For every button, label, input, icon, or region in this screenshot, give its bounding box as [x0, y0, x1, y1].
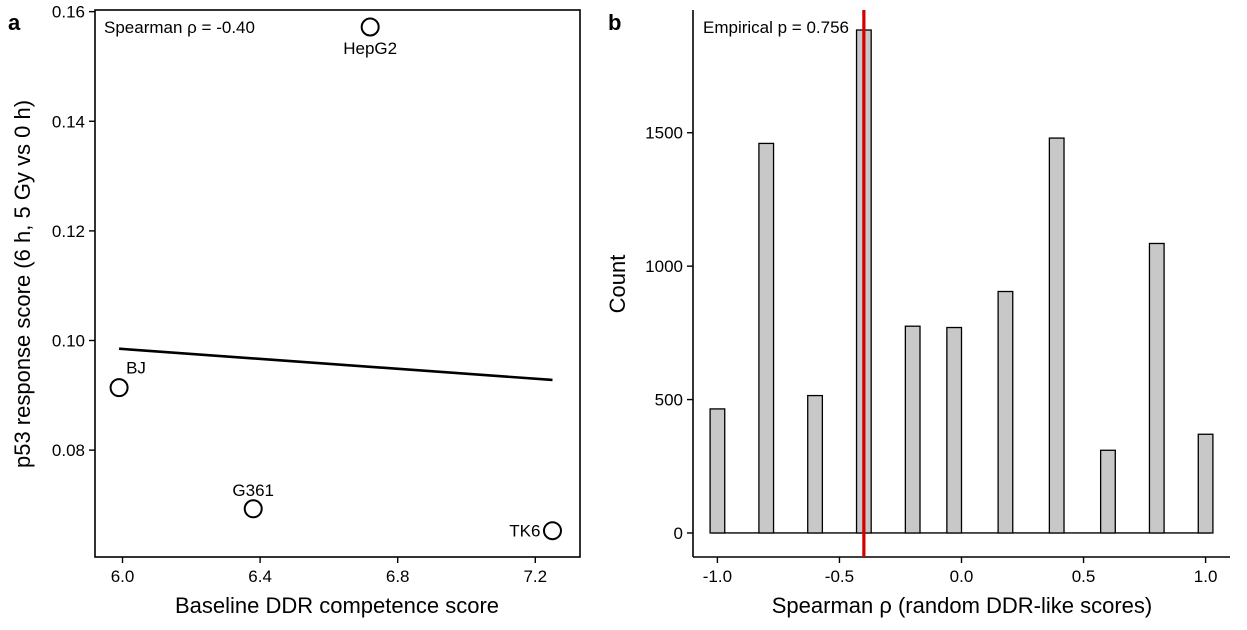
y-tick-label: 1500 [645, 124, 683, 143]
panel-a-scatter: Spearman ρ = -0.40 6.0 6.4 6.8 7.2 0.08 0.10 0… [10, 3, 581, 618]
data-point [542, 521, 562, 541]
histogram-bar [709, 408, 726, 534]
regression-line [118, 347, 553, 382]
y-tick-label: 0 [674, 524, 683, 543]
x-tick-label: -0.5 [825, 567, 854, 586]
y-tick-label: 0.10 [52, 332, 85, 351]
point-label: BJ [126, 359, 146, 378]
x-tick-label: 1.0 [1194, 567, 1218, 586]
y-tick-label: 500 [655, 391, 683, 410]
y-tick-label: 0.12 [52, 222, 85, 241]
panel-a-annotation: Spearman ρ = -0.40 [104, 18, 255, 37]
histogram-bar [807, 394, 824, 534]
panel-b-annotation: Empirical p = 0.756 [703, 18, 849, 37]
histogram-bar [946, 326, 963, 534]
x-tick-label: -1.0 [703, 567, 732, 586]
x-tick-label: 6.8 [386, 567, 410, 586]
point-label: HepG2 [343, 39, 397, 58]
histogram-bar [1048, 137, 1065, 534]
histogram-bar [758, 142, 775, 534]
panel-b-x-axis-label: Spearman ρ (random DDR-like scores) [772, 593, 1153, 618]
y-tick-label: 0.08 [52, 441, 85, 460]
x-tick-label: 0.5 [1072, 567, 1096, 586]
y-tick-label: 0.14 [52, 112, 85, 131]
histogram-bar [1148, 242, 1165, 534]
panel-a-y-axis-label: p53 response score (6 h, 5 Gy vs 0 h) [10, 100, 35, 468]
panel-a-x-axis-label: Baseline DDR competence score [175, 593, 499, 618]
panel-b-y-axis-label: Count [605, 255, 630, 314]
histogram-bar [1197, 433, 1214, 534]
y-tick-label: 0.16 [52, 3, 85, 22]
panel-b-label: b [608, 10, 621, 35]
point-label: G361 [232, 481, 274, 500]
data-point [360, 17, 380, 37]
x-tick-label: 0.0 [950, 567, 974, 586]
point-label: TK6 [509, 522, 540, 541]
panel-a-label: a [8, 10, 21, 35]
x-tick-label: 6.0 [111, 567, 135, 586]
histogram-bar [1099, 449, 1116, 534]
histogram-bar [904, 325, 921, 534]
x-tick-label: 7.2 [523, 567, 547, 586]
plot-a-frame [94, 9, 581, 558]
panel-b-histogram: -1.0 -0.5 0.0 0.5 1.0 0 500 1000 1500 Empirical … [605, 10, 1230, 618]
y-tick-label: 1000 [645, 257, 683, 276]
data-point [243, 499, 263, 519]
histogram-bar [997, 290, 1014, 534]
data-point [109, 378, 129, 398]
x-tick-label: 6.4 [248, 567, 272, 586]
